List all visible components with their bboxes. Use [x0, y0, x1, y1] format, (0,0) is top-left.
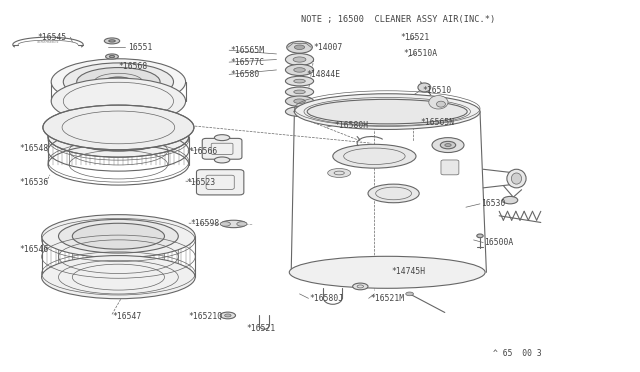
Ellipse shape: [294, 79, 305, 83]
Ellipse shape: [294, 99, 305, 103]
Ellipse shape: [77, 68, 160, 96]
Ellipse shape: [511, 173, 522, 184]
Ellipse shape: [285, 107, 314, 116]
Ellipse shape: [48, 116, 189, 157]
FancyBboxPatch shape: [441, 160, 459, 175]
Ellipse shape: [109, 55, 115, 58]
Text: *16510A: *16510A: [403, 49, 437, 58]
Ellipse shape: [51, 59, 186, 105]
Ellipse shape: [293, 57, 306, 62]
Ellipse shape: [294, 45, 305, 49]
Ellipse shape: [289, 256, 485, 288]
Text: *16545: *16545: [37, 33, 67, 42]
Ellipse shape: [429, 96, 448, 109]
Ellipse shape: [51, 78, 186, 124]
Ellipse shape: [445, 144, 451, 147]
Text: *16536: *16536: [19, 178, 49, 187]
Ellipse shape: [42, 256, 195, 299]
Ellipse shape: [285, 54, 314, 65]
Ellipse shape: [294, 94, 480, 129]
Text: *16577C: *16577C: [230, 58, 264, 67]
Text: *14745H: *14745H: [392, 267, 426, 276]
Text: *16565M: *16565M: [230, 46, 264, 55]
Ellipse shape: [287, 41, 312, 53]
Ellipse shape: [368, 184, 419, 203]
Ellipse shape: [58, 219, 179, 253]
Text: *16546: *16546: [19, 245, 49, 254]
Text: *16565N: *16565N: [420, 118, 454, 126]
Text: 16551: 16551: [128, 43, 152, 52]
Text: *16548: *16548: [19, 144, 49, 153]
Ellipse shape: [106, 54, 118, 59]
Text: ^ 65  00 3: ^ 65 00 3: [493, 349, 541, 358]
FancyBboxPatch shape: [202, 138, 242, 159]
Text: *16521M: *16521M: [370, 294, 404, 303]
Ellipse shape: [285, 96, 314, 106]
Ellipse shape: [294, 68, 305, 72]
Text: 16500A: 16500A: [484, 238, 514, 247]
Ellipse shape: [225, 314, 231, 317]
Ellipse shape: [42, 215, 195, 258]
Ellipse shape: [440, 141, 456, 149]
Ellipse shape: [112, 80, 125, 84]
Text: 16530: 16530: [481, 199, 506, 208]
Ellipse shape: [220, 312, 236, 319]
Ellipse shape: [432, 138, 464, 153]
Ellipse shape: [214, 135, 230, 141]
Ellipse shape: [214, 157, 230, 163]
Ellipse shape: [477, 234, 483, 238]
Ellipse shape: [328, 169, 351, 177]
Ellipse shape: [353, 283, 368, 290]
Ellipse shape: [72, 223, 164, 249]
Ellipse shape: [294, 90, 305, 94]
Text: *16521: *16521: [400, 33, 429, 42]
Text: *16580H: *16580H: [335, 121, 369, 130]
Text: *16521: *16521: [246, 324, 276, 333]
Ellipse shape: [285, 64, 314, 76]
Ellipse shape: [502, 196, 518, 204]
Ellipse shape: [285, 76, 314, 86]
Ellipse shape: [436, 101, 445, 107]
Ellipse shape: [43, 105, 194, 150]
Text: *14007: *14007: [314, 43, 343, 52]
Text: *16523: *16523: [187, 178, 216, 187]
Ellipse shape: [307, 99, 467, 124]
Ellipse shape: [333, 144, 416, 168]
Text: *16580J: *16580J: [310, 294, 344, 303]
Text: *16510: *16510: [422, 86, 452, 94]
Ellipse shape: [294, 110, 305, 113]
Ellipse shape: [220, 222, 230, 226]
Text: *16566: *16566: [189, 147, 218, 156]
Ellipse shape: [507, 169, 526, 188]
Text: *16547: *16547: [112, 312, 141, 321]
Ellipse shape: [104, 77, 132, 87]
Text: *14844E: *14844E: [306, 70, 340, 79]
Text: *16598: *16598: [191, 219, 220, 228]
Text: NOTE ; 16500  CLEANER ASSY AIR(INC.*): NOTE ; 16500 CLEANER ASSY AIR(INC.*): [301, 15, 495, 24]
Ellipse shape: [69, 122, 168, 151]
Text: *16568: *16568: [118, 62, 148, 71]
Ellipse shape: [418, 83, 431, 92]
FancyBboxPatch shape: [196, 170, 244, 195]
Ellipse shape: [109, 40, 115, 42]
Text: *16580: *16580: [230, 70, 260, 79]
Ellipse shape: [221, 220, 246, 228]
Ellipse shape: [237, 222, 247, 226]
Text: *16521Q: *16521Q: [189, 312, 223, 321]
Ellipse shape: [63, 63, 173, 101]
Ellipse shape: [104, 38, 120, 44]
Ellipse shape: [285, 87, 314, 97]
Text: Schematics: Schematics: [37, 41, 59, 44]
Ellipse shape: [406, 292, 413, 296]
